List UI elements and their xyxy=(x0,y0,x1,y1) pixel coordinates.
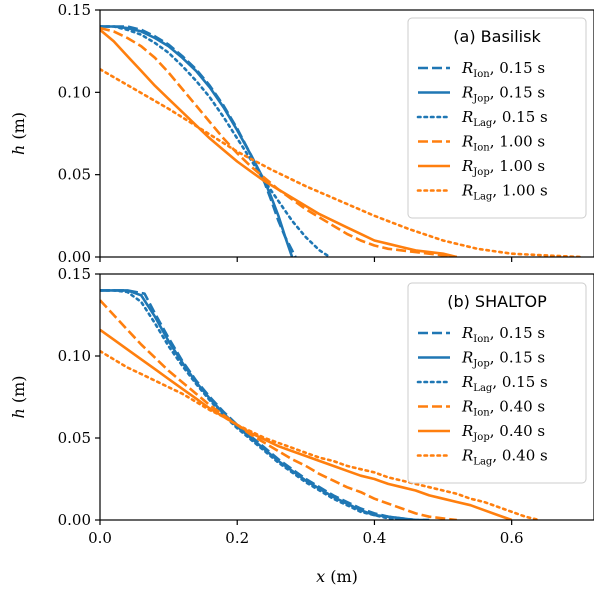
y-tick-label: 0.00 xyxy=(58,248,91,266)
y-tick-label: 0.05 xyxy=(58,166,91,184)
series-line-lag-5 xyxy=(100,68,582,257)
series-line-jop-4 xyxy=(100,28,458,257)
legend-entry: RIon, 0.15 s xyxy=(461,324,545,345)
legend-entry: RIon, 1.00 s xyxy=(461,133,545,154)
x-tick-label: 0.6 xyxy=(500,529,524,547)
x-tick-label: 0.2 xyxy=(225,529,249,547)
y-tick-label: 0.15 xyxy=(58,265,91,283)
legend: (a) Basilisk RIon, 0.15 s RJop, 0.15 s RLag… xyxy=(407,17,587,219)
series-line-jop-4 xyxy=(100,328,513,520)
y-tick-label: 0.00 xyxy=(58,511,91,529)
legend-entry: RLag, 0.40 s xyxy=(461,447,548,468)
legend-entry: RLag, 0.15 s xyxy=(461,108,548,129)
y-tick-label: 0.05 xyxy=(58,429,91,447)
x-axis-label: x (m) xyxy=(316,567,358,586)
legend-entry: RLag, 0.15 s xyxy=(461,373,548,394)
series-group xyxy=(100,289,541,520)
axes-frame xyxy=(99,273,594,521)
legend-entry: RIon, 0.15 s xyxy=(461,59,545,80)
y-axis-label: h (m) xyxy=(9,112,28,155)
y-tick-label: 0.15 xyxy=(58,1,91,19)
legend-title: (b) SHALTOP xyxy=(447,292,547,311)
series-line-ion-0 xyxy=(100,289,430,520)
series-line-ion-0 xyxy=(100,25,297,257)
legend-entry: RJop, 0.40 s xyxy=(461,422,545,443)
y-tick-label: 0.10 xyxy=(58,347,91,365)
legend-entry: RJop, 0.15 s xyxy=(461,349,545,370)
legend-entry: RLag, 1.00 s xyxy=(461,182,548,203)
legend-title: (a) Basilisk xyxy=(453,27,541,46)
legend-entry: RIon, 0.40 s xyxy=(461,398,545,419)
series-group xyxy=(100,25,582,257)
legend-box xyxy=(407,17,587,219)
y-axis-label: h (m) xyxy=(9,375,28,418)
series-line-jop-1 xyxy=(100,25,294,257)
series-line-lag-2 xyxy=(100,25,332,257)
axes-frame xyxy=(99,9,594,258)
series-line-ion-3 xyxy=(100,299,457,520)
x-tick-label: 0.4 xyxy=(363,529,387,547)
panel-b: 0.00 0.05 0.10 0.15 0.0 0.2 0.4 0.6 h (m) x (m) (b… xyxy=(9,265,594,586)
legend: (b) SHALTOP RIon, 0.15 s RJop, 0.15 s RLag,… xyxy=(407,282,587,484)
series-line-lag-5 xyxy=(100,349,541,520)
legend-box xyxy=(407,282,587,484)
y-tick-label: 0.10 xyxy=(58,83,91,101)
legend-entry: RJop, 0.15 s xyxy=(461,84,545,105)
series-line-lag-2 xyxy=(100,289,417,520)
x-tick-label: 0.0 xyxy=(88,529,112,547)
legend-entry: RJop, 1.00 s xyxy=(461,157,545,178)
panel-a: 0.00 0.05 0.10 0.15 h (m) (a) Basilisk RIon, 0… xyxy=(9,1,594,266)
series-line-jop-1 xyxy=(100,289,430,520)
